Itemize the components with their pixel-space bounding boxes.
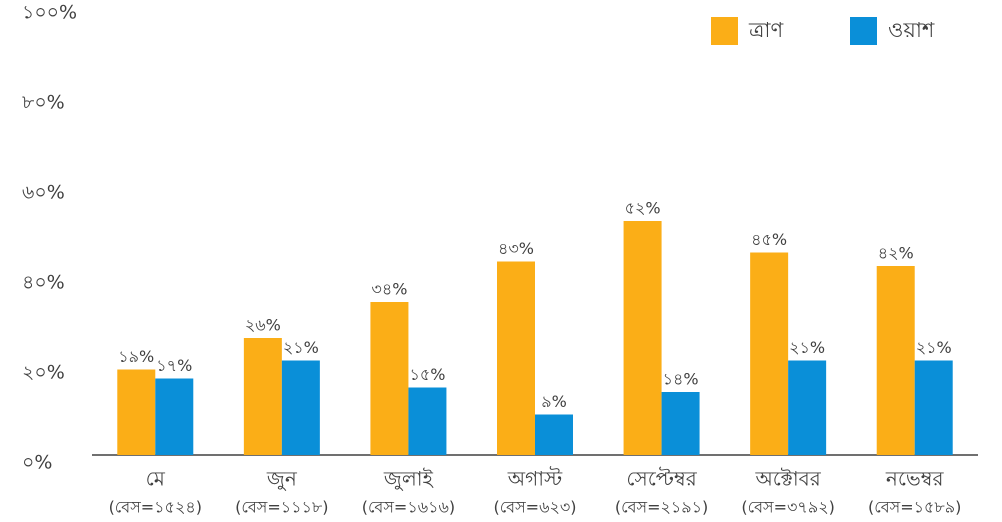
bar (370, 302, 409, 455)
bar (750, 252, 789, 455)
legend-swatch (711, 17, 738, 45)
data-label: ১৭% (156, 356, 192, 375)
x-base-label: (বেস=১১১৮) (235, 498, 328, 517)
x-base-label: (বেস=৬২৩) (493, 498, 576, 517)
x-tick-label: মে (146, 467, 166, 491)
x-base-label: (বেস=১৫২৪) (109, 498, 202, 517)
data-label: ২১% (789, 338, 825, 357)
bar (623, 221, 662, 455)
data-label: ২১% (283, 338, 319, 357)
y-tick-label: ৮০% (22, 92, 65, 114)
x-base-label: (বেস=২১৯১) (615, 498, 708, 517)
x-tick-label: সেপ্টেম্বর (626, 467, 697, 491)
data-label: ১৪% (663, 370, 699, 389)
legend-label: ত্রাণ (748, 18, 784, 42)
data-label: ২১% (916, 338, 952, 357)
data-label: ৪৩% (498, 239, 534, 258)
data-label: ২৬% (245, 316, 281, 335)
y-tick-label: ০% (22, 452, 52, 474)
y-tick-label: ১০০% (22, 2, 77, 24)
data-label: ৫২% (625, 199, 661, 218)
x-base-label: (বেস=১৫৮৯) (868, 498, 961, 517)
x-base-label: (বেস=৩৭৯২) (741, 498, 834, 517)
bar (914, 360, 953, 455)
x-tick-label: জুন (266, 467, 298, 492)
x-tick-label: অক্টোবর (754, 467, 821, 491)
y-tick-label: ২০% (22, 362, 65, 384)
bar (876, 266, 915, 455)
y-tick-label: ৪০% (22, 272, 65, 294)
bar (281, 360, 320, 455)
x-tick-label: অগাস্ট (507, 467, 563, 491)
x-tick-label: জুলাই (383, 467, 435, 492)
x-tick-label: নভেম্বর (885, 467, 945, 491)
bar (535, 414, 573, 455)
legend-label: ওয়াশ (888, 18, 935, 42)
data-label: ৯% (541, 392, 567, 411)
bar (788, 360, 827, 455)
data-label: ৩৪% (371, 280, 407, 299)
bar (661, 392, 700, 455)
y-tick-label: ৬০% (22, 182, 65, 204)
data-label: ৪২% (878, 244, 914, 263)
bar (155, 378, 194, 455)
bar (243, 338, 282, 455)
x-base-label: (বেস=১৬১৬) (362, 498, 455, 517)
data-label: ১৫% (409, 365, 445, 384)
legend-swatch (850, 17, 877, 45)
bar (408, 387, 447, 455)
bar (117, 369, 156, 455)
data-label: ১৯% (118, 347, 154, 366)
data-label: ৪৫% (751, 230, 787, 249)
bar (497, 261, 535, 455)
